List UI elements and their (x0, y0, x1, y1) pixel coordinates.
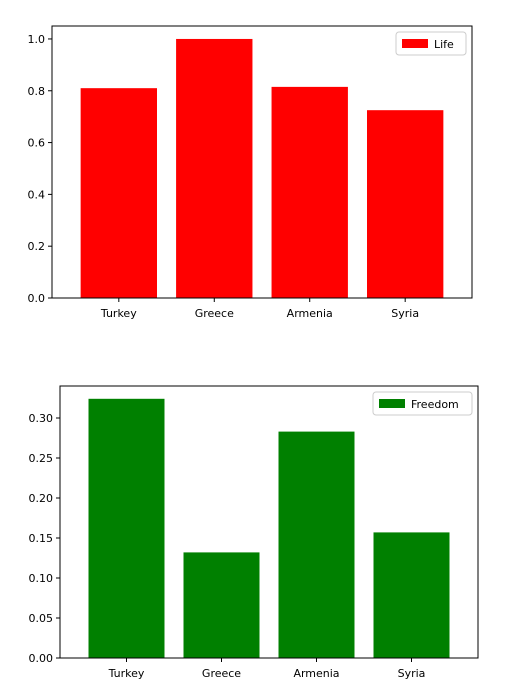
y-tick-label: 1.0 (28, 33, 46, 46)
bar-armenia (279, 432, 355, 658)
y-tick-label: 0.8 (28, 85, 46, 98)
y-tick-label: 0.0 (28, 292, 46, 305)
y-tick-label: 0.20 (29, 492, 54, 505)
legend-label: Freedom (411, 398, 459, 411)
x-tick-label: Armenia (293, 667, 339, 680)
bar-greece (184, 552, 260, 658)
bar-turkey (81, 88, 157, 298)
y-tick-label: 0.30 (29, 412, 54, 425)
y-tick-label: 0.00 (29, 652, 54, 665)
bar-syria (374, 532, 450, 658)
x-tick-label: Greece (202, 667, 241, 680)
bar-turkey (89, 399, 165, 658)
y-tick-label: 0.2 (28, 240, 46, 253)
y-tick-label: 0.25 (29, 452, 54, 465)
bar-armenia (272, 87, 348, 298)
legend-swatch (402, 39, 428, 48)
y-tick-label: 0.15 (29, 532, 54, 545)
bar-syria (367, 110, 443, 298)
x-tick-label: Greece (195, 307, 234, 320)
x-tick-label: Syria (391, 307, 419, 320)
x-tick-label: Syria (398, 667, 426, 680)
y-tick-label: 0.6 (28, 137, 46, 150)
x-tick-label: Turkey (100, 307, 137, 320)
legend-label: Life (434, 38, 454, 51)
y-tick-label: 0.10 (29, 572, 54, 585)
bar-greece (176, 39, 252, 298)
x-tick-label: Turkey (108, 667, 145, 680)
y-tick-label: 0.05 (29, 612, 54, 625)
x-tick-label: Armenia (287, 307, 333, 320)
y-tick-label: 0.4 (28, 188, 46, 201)
legend-swatch (379, 399, 405, 408)
